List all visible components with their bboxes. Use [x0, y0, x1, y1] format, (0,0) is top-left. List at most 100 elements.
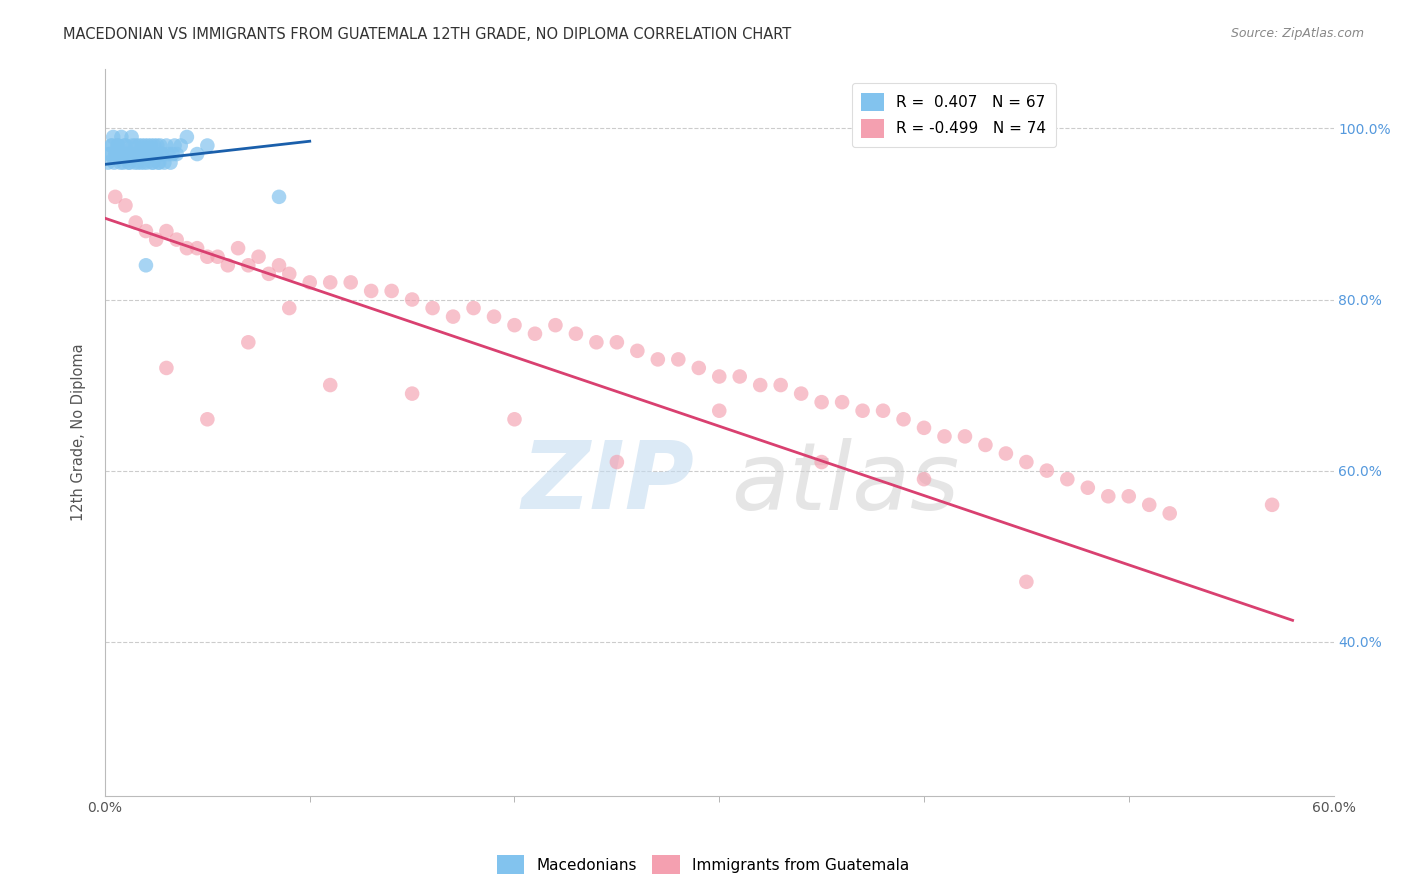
- Point: [131, 138, 153, 153]
- Point: [195, 138, 218, 153]
- Point: [441, 310, 464, 324]
- Point: [114, 198, 136, 212]
- Point: [1036, 464, 1059, 478]
- Point: [186, 241, 208, 255]
- Point: [153, 155, 176, 169]
- Y-axis label: 12th Grade, No Diploma: 12th Grade, No Diploma: [72, 343, 86, 521]
- Point: [125, 138, 148, 153]
- Point: [1077, 481, 1099, 495]
- Point: [142, 155, 165, 169]
- Point: [146, 138, 169, 153]
- Point: [851, 403, 873, 417]
- Point: [143, 138, 166, 153]
- Point: [207, 250, 229, 264]
- Point: [606, 335, 628, 350]
- Point: [155, 138, 177, 153]
- Point: [129, 155, 152, 169]
- Point: [1118, 489, 1140, 503]
- Point: [709, 369, 731, 384]
- Point: [143, 147, 166, 161]
- Point: [132, 155, 155, 169]
- Point: [728, 369, 751, 384]
- Point: [810, 455, 832, 469]
- Point: [111, 147, 134, 161]
- Point: [150, 147, 173, 161]
- Point: [626, 343, 648, 358]
- Point: [104, 147, 127, 161]
- Point: [1261, 498, 1284, 512]
- Point: [953, 429, 976, 443]
- Point: [401, 386, 423, 401]
- Point: [122, 147, 145, 161]
- Point: [114, 138, 136, 153]
- Point: [108, 147, 131, 161]
- Point: [238, 258, 260, 272]
- Point: [121, 138, 143, 153]
- Point: [544, 318, 567, 333]
- Point: [163, 138, 186, 153]
- Point: [112, 155, 135, 169]
- Point: [565, 326, 588, 341]
- Point: [124, 155, 146, 169]
- Point: [97, 155, 120, 169]
- Point: [217, 258, 239, 272]
- Point: [120, 147, 142, 161]
- Point: [893, 412, 915, 426]
- Point: [125, 147, 148, 161]
- Point: [523, 326, 546, 341]
- Point: [226, 241, 249, 255]
- Point: [135, 258, 157, 272]
- Point: [666, 352, 689, 367]
- Point: [135, 147, 157, 161]
- Point: [381, 284, 404, 298]
- Point: [298, 276, 321, 290]
- Point: [98, 147, 121, 161]
- Point: [135, 224, 157, 238]
- Text: MACEDONIAN VS IMMIGRANTS FROM GUATEMALA 12TH GRADE, NO DIPLOMA CORRELATION CHART: MACEDONIAN VS IMMIGRANTS FROM GUATEMALA …: [63, 27, 792, 42]
- Point: [688, 360, 710, 375]
- Point: [148, 155, 170, 169]
- Point: [176, 241, 198, 255]
- Point: [267, 190, 290, 204]
- Point: [105, 138, 128, 153]
- Point: [186, 147, 208, 161]
- Point: [114, 138, 136, 153]
- Point: [132, 147, 155, 161]
- Point: [195, 250, 218, 264]
- Point: [145, 147, 167, 161]
- Point: [118, 155, 141, 169]
- Point: [127, 155, 149, 169]
- Legend: Macedonians, Immigrants from Guatemala: Macedonians, Immigrants from Guatemala: [491, 849, 915, 880]
- Point: [155, 360, 177, 375]
- Point: [136, 138, 159, 153]
- Point: [994, 446, 1017, 460]
- Point: [267, 258, 290, 272]
- Point: [110, 130, 132, 145]
- Point: [606, 455, 628, 469]
- Legend: R =  0.407   N = 67, R = -0.499   N = 74: R = 0.407 N = 67, R = -0.499 N = 74: [852, 84, 1056, 146]
- Point: [128, 147, 150, 161]
- Point: [278, 267, 301, 281]
- Point: [110, 155, 132, 169]
- Point: [769, 378, 792, 392]
- Text: Source: ZipAtlas.com: Source: ZipAtlas.com: [1230, 27, 1364, 40]
- Point: [1159, 507, 1181, 521]
- Point: [790, 386, 813, 401]
- Point: [117, 147, 139, 161]
- Point: [157, 147, 180, 161]
- Point: [1015, 455, 1038, 469]
- Point: [247, 250, 270, 264]
- Point: [145, 233, 167, 247]
- Point: [134, 138, 156, 153]
- Point: [115, 147, 138, 161]
- Point: [238, 335, 260, 350]
- Point: [125, 215, 148, 229]
- Point: [1097, 489, 1119, 503]
- Point: [148, 155, 170, 169]
- Point: [176, 130, 198, 145]
- Point: [128, 138, 150, 153]
- Point: [831, 395, 853, 409]
- Point: [149, 138, 172, 153]
- Point: [136, 155, 159, 169]
- Point: [117, 155, 139, 169]
